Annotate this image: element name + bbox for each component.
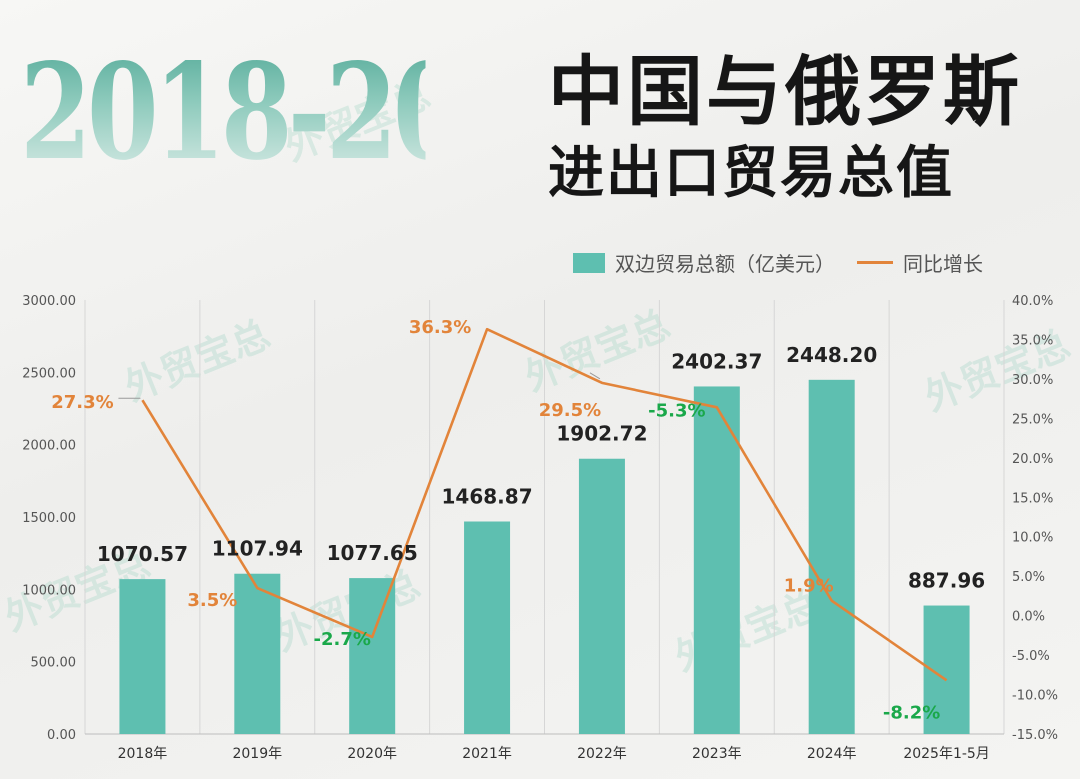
bar	[808, 379, 855, 734]
growth-value-label: 29.5%	[539, 400, 601, 421]
growth-value-label: 1.9%	[784, 576, 834, 597]
page-title: 中国与俄罗斯	[548, 47, 1022, 136]
y-right-tick-label: 30.0%	[1012, 373, 1053, 388]
y-right-tick-label: -5.0%	[1012, 649, 1050, 664]
bar	[234, 573, 281, 734]
growth-label-leader	[589, 372, 601, 380]
legend-bar-swatch	[573, 252, 605, 273]
bar	[349, 578, 396, 734]
y-left-tick-label: 2000.00	[22, 439, 76, 454]
y-left-tick-label: 2500.00	[22, 366, 76, 381]
growth-value-label: -5.3%	[648, 400, 705, 421]
bar	[464, 521, 511, 734]
x-tick-label: 2019年	[232, 746, 282, 762]
growth-value-label: 36.3%	[409, 317, 471, 338]
y-left-tick-label: 500.00	[31, 656, 77, 671]
y-right-tick-label: 25.0%	[1012, 412, 1053, 427]
bar-value-label: 1107.94	[212, 537, 303, 561]
y-left-tick-label: 3000.00	[22, 294, 76, 309]
bar-value-label: 1468.87	[442, 485, 533, 509]
growth-value-label: 27.3%	[51, 392, 113, 413]
legend-bar-label: 双边贸易总额（亿美元）	[615, 252, 835, 276]
x-tick-label: 2018年	[118, 746, 168, 762]
x-tick-label: 2022年	[577, 746, 627, 762]
page-subtitle: 进出口贸易总值	[548, 141, 954, 206]
growth-line	[141, 327, 948, 682]
bar-value-label: 1070.57	[97, 542, 188, 566]
bar	[578, 458, 625, 734]
y-left-tick-label: 1000.00	[22, 583, 76, 598]
y-right-tick-label: 10.0%	[1012, 531, 1053, 546]
y-right-tick-label: -15.0%	[1012, 728, 1058, 743]
bar	[693, 386, 740, 734]
bar-value-label: 2402.37	[671, 349, 762, 373]
y-right-tick-label: 15.0%	[1012, 491, 1053, 506]
growth-value-label: -8.2%	[883, 702, 940, 723]
growth-value-label: -2.7%	[313, 629, 370, 650]
bar-value-label: 2448.20	[786, 343, 877, 367]
y-right-tick-label: 0.0%	[1012, 610, 1045, 625]
y-left-tick-label: 0.00	[47, 728, 76, 743]
y-right-tick-label: -10.0%	[1012, 689, 1058, 704]
legend-line-label: 同比增长	[903, 252, 983, 276]
y-right-tick-label: 40.0%	[1012, 294, 1053, 309]
bar-value-label: 887.96	[908, 569, 985, 593]
x-tick-label: 2023年	[692, 746, 742, 762]
legend-line-swatch	[857, 261, 893, 264]
x-tick-label: 2021年	[462, 746, 512, 762]
y-right-tick-label: 20.0%	[1012, 452, 1053, 467]
chart-legend: 双边贸易总额（亿美元） 同比增长	[573, 248, 983, 277]
x-tick-label: 2024年	[807, 746, 857, 762]
y-left-tick-label: 1500.00	[22, 511, 76, 526]
bar-value-label: 1077.65	[327, 541, 418, 565]
bar-value-label: 1902.72	[556, 422, 647, 446]
growth-value-label: 3.5%	[187, 590, 237, 611]
y-right-tick-label: 5.0%	[1012, 570, 1045, 585]
x-tick-label: 2025年1-5月	[903, 746, 990, 762]
bar	[119, 579, 166, 734]
x-tick-label: 2020年	[347, 746, 397, 762]
y-right-tick-label: 35.0%	[1012, 333, 1053, 348]
